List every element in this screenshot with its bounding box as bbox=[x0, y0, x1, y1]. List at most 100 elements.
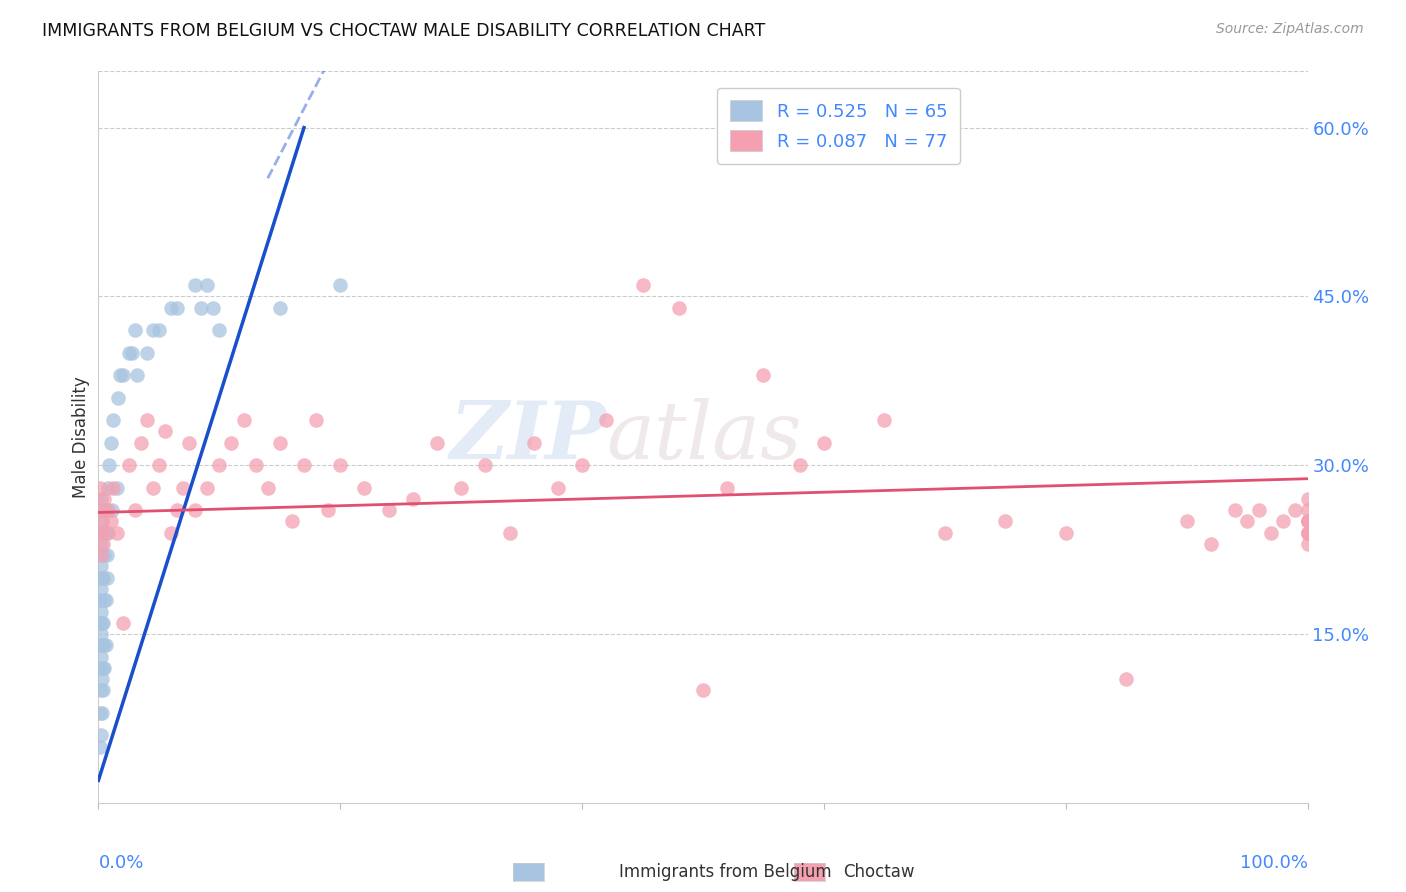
Point bbox=[90, 605, 112, 619]
Point bbox=[111, 368, 134, 383]
Point bbox=[91, 683, 114, 698]
Point bbox=[873, 413, 896, 427]
Point bbox=[89, 525, 111, 540]
Point bbox=[474, 458, 496, 473]
Point bbox=[166, 301, 188, 315]
Point bbox=[100, 503, 122, 517]
Point bbox=[184, 278, 207, 293]
Point bbox=[89, 525, 111, 540]
Point bbox=[91, 537, 114, 551]
Point bbox=[281, 515, 304, 529]
Point bbox=[129, 435, 152, 450]
Point bbox=[1296, 525, 1319, 540]
Point bbox=[94, 503, 117, 517]
Point bbox=[90, 582, 112, 596]
Point bbox=[124, 323, 146, 337]
Point bbox=[89, 593, 111, 607]
Point bbox=[329, 458, 352, 473]
Point bbox=[426, 435, 449, 450]
Point bbox=[595, 413, 617, 427]
Point bbox=[1115, 672, 1137, 686]
Point bbox=[90, 649, 112, 664]
Point bbox=[172, 481, 194, 495]
Point bbox=[101, 481, 124, 495]
Text: atlas: atlas bbox=[606, 399, 801, 475]
Point bbox=[118, 345, 141, 359]
Point bbox=[523, 435, 546, 450]
Point bbox=[752, 368, 775, 383]
Point bbox=[232, 413, 254, 427]
Point bbox=[208, 458, 231, 473]
Point bbox=[1236, 515, 1258, 529]
Point bbox=[89, 661, 111, 675]
Text: Immigrants from Belgium: Immigrants from Belgium bbox=[619, 863, 831, 881]
Point bbox=[195, 278, 218, 293]
Point bbox=[91, 515, 114, 529]
Point bbox=[1296, 515, 1319, 529]
Point bbox=[668, 301, 690, 315]
Point bbox=[329, 278, 352, 293]
Point bbox=[1296, 515, 1319, 529]
Point bbox=[94, 638, 117, 652]
Point bbox=[692, 683, 714, 698]
Point bbox=[90, 548, 112, 562]
Point bbox=[221, 435, 243, 450]
Point bbox=[91, 672, 114, 686]
Point bbox=[94, 525, 117, 540]
Point bbox=[1296, 491, 1319, 506]
Point bbox=[1284, 503, 1306, 517]
Point bbox=[97, 481, 120, 495]
Point bbox=[1272, 515, 1295, 529]
Point bbox=[118, 458, 141, 473]
Point bbox=[90, 537, 112, 551]
Point bbox=[91, 638, 114, 652]
Point bbox=[547, 481, 569, 495]
Point bbox=[91, 571, 114, 585]
Point bbox=[256, 481, 278, 495]
Point bbox=[202, 301, 225, 315]
Text: IMMIGRANTS FROM BELGIUM VS CHOCTAW MALE DISABILITY CORRELATION CHART: IMMIGRANTS FROM BELGIUM VS CHOCTAW MALE … bbox=[42, 22, 765, 40]
Point bbox=[93, 548, 115, 562]
Point bbox=[91, 706, 114, 720]
Point bbox=[135, 345, 157, 359]
Point bbox=[97, 503, 120, 517]
Point bbox=[813, 435, 835, 450]
Point bbox=[208, 323, 231, 337]
Point bbox=[91, 515, 114, 529]
Point bbox=[292, 458, 315, 473]
Point bbox=[160, 525, 183, 540]
Point bbox=[89, 548, 111, 562]
Point bbox=[89, 615, 111, 630]
Point bbox=[160, 301, 183, 315]
Point bbox=[353, 481, 375, 495]
Point bbox=[1296, 525, 1319, 540]
Point bbox=[89, 571, 111, 585]
Point bbox=[93, 593, 115, 607]
Point bbox=[1054, 525, 1077, 540]
Point bbox=[377, 503, 399, 517]
Point bbox=[100, 515, 122, 529]
Point bbox=[498, 525, 520, 540]
Point bbox=[402, 491, 425, 506]
Point bbox=[96, 571, 118, 585]
Point bbox=[142, 481, 165, 495]
Point bbox=[91, 661, 114, 675]
Point bbox=[1296, 525, 1319, 540]
Point bbox=[105, 481, 128, 495]
Point bbox=[450, 481, 472, 495]
Point bbox=[631, 278, 654, 293]
Point bbox=[91, 525, 114, 540]
Point bbox=[101, 413, 124, 427]
Point bbox=[89, 503, 111, 517]
Point bbox=[166, 503, 188, 517]
Point bbox=[91, 615, 114, 630]
Point bbox=[1175, 515, 1198, 529]
Point bbox=[1223, 503, 1246, 517]
Point bbox=[124, 503, 146, 517]
Point bbox=[1296, 515, 1319, 529]
Text: Choctaw: Choctaw bbox=[844, 863, 915, 881]
Point bbox=[1260, 525, 1282, 540]
Point bbox=[148, 458, 170, 473]
Point bbox=[90, 559, 112, 574]
Point bbox=[1199, 537, 1222, 551]
